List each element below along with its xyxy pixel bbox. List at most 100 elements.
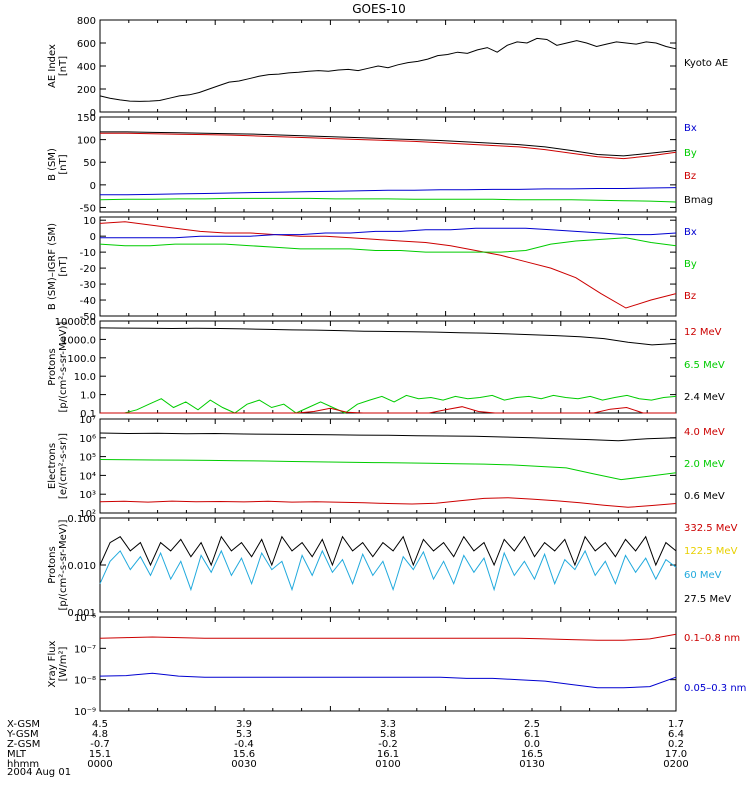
y-tick-label: 10⁻⁷ xyxy=(74,644,96,655)
panel-frame xyxy=(99,517,677,613)
y-tick-label: 0 xyxy=(90,232,96,243)
y-tick-label: 10⁻⁸ xyxy=(74,676,96,687)
series-line xyxy=(100,131,677,157)
series-line xyxy=(100,406,676,414)
panel-4: 0.1 1.0 10.0 100.0 1000.0 10000.0 Protons [p/(c… xyxy=(47,317,725,420)
legend-entry: Bx xyxy=(684,123,697,134)
y-tick-label: 1000.0 xyxy=(61,335,96,346)
series-line xyxy=(99,327,677,346)
panel-6: 0.001 0.010 0.100 Protons [p/(cm²-s-sr-MeV)]… xyxy=(47,514,738,619)
legend-entry: By xyxy=(684,259,697,270)
y-tick-label: 10⁷ xyxy=(79,415,96,426)
y-tick-label: -10 xyxy=(80,248,96,259)
y-tick-label: 10⁴ xyxy=(79,471,96,482)
panel-frame xyxy=(99,418,677,514)
footer-value: 3.9 xyxy=(236,719,252,730)
y-tick-label: 0.100 xyxy=(67,514,96,525)
series-line xyxy=(99,672,677,689)
y-axis-label: [nT] xyxy=(58,154,69,174)
y-tick-label: -50 xyxy=(80,312,96,323)
legend-entry: 2.0 MeV xyxy=(684,459,725,470)
footer-value: 0130 xyxy=(519,759,544,770)
series-line xyxy=(100,187,677,196)
series-line xyxy=(99,549,677,592)
y-tick-label: 0 xyxy=(90,181,96,192)
series-line xyxy=(100,132,677,160)
y-axis-label: [p/(cm²-s-sr-MeV)] xyxy=(58,321,69,412)
panel-7: 10⁻⁹ 10⁻⁸ 10⁻⁷ 10⁻⁶ Xray Flux [W/m²] 0.1–0.8 n… xyxy=(47,613,746,718)
y-tick-label: 0.010 xyxy=(67,561,96,572)
y-tick-label: 600 xyxy=(77,39,96,50)
footer-value: 0200 xyxy=(663,759,688,770)
y-tick-label: 10⁶ xyxy=(79,434,96,445)
legend-entry: 12 MeV xyxy=(684,327,722,338)
y-tick-label: -30 xyxy=(80,280,96,291)
legend-entry: Kyoto AE xyxy=(684,58,728,69)
legend-entry: Bx xyxy=(684,227,697,238)
y-axis-label: [nT] xyxy=(58,256,69,276)
panel-3: -50 -40 -30 -20 -10 0 10 B (SM)–IGRF (SM) [nT] Bx… xyxy=(47,216,697,323)
y-tick-label: 10³ xyxy=(79,490,96,501)
series-line xyxy=(99,197,677,203)
series-line xyxy=(99,535,677,567)
panel-frame xyxy=(99,19,677,113)
y-tick-label: 400 xyxy=(77,62,96,73)
legend-entry: By xyxy=(684,148,697,159)
y-tick-label: 100 xyxy=(77,136,96,147)
footer-value: 15.6 xyxy=(233,749,255,760)
footer-value: -0.4 xyxy=(234,739,254,750)
y-axis-label: [p/(cm²-s-sr-MeV)] xyxy=(58,519,69,610)
panel-1: 0 200 400 600 800 AE Index [nT] Kyoto AE xyxy=(47,16,728,119)
y-axis-label: B (SM)–IGRF (SM) xyxy=(47,223,58,310)
footer-value: 5.3 xyxy=(236,729,252,740)
y-tick-label: 0.1 xyxy=(80,409,96,420)
footer-value: 0030 xyxy=(231,759,256,770)
footer-row-label: Y-GSM xyxy=(6,729,39,740)
y-tick-label: 0.001 xyxy=(67,608,96,619)
footer-value: 2.5 xyxy=(524,719,540,730)
footer-value: 0100 xyxy=(375,759,400,770)
panel-2: -50 0 50 100 150 B (SM) [nT] Bx By Bz Bmag xyxy=(47,113,713,214)
y-tick-label: 10 xyxy=(83,216,96,227)
footer-value: 6.4 xyxy=(668,729,684,740)
chart-title: GOES-10 xyxy=(352,2,406,16)
footer-value: -0.2 xyxy=(378,739,398,750)
footer-row-label: Z-GSM xyxy=(7,739,40,750)
footer-row-label: MLT xyxy=(7,749,27,760)
y-tick-label: 10⁻⁶ xyxy=(74,613,96,624)
series-line xyxy=(99,459,677,481)
series-line xyxy=(99,432,677,442)
y-axis-label: Protons xyxy=(47,546,58,583)
y-tick-label: 10.0 xyxy=(74,372,96,383)
footer-value: 16.5 xyxy=(521,749,543,760)
panel-frame xyxy=(99,116,677,213)
footer-value: 15.1 xyxy=(89,749,111,760)
date-label: 2004 Aug 01 xyxy=(7,767,71,778)
y-axis-label: [nT] xyxy=(58,56,69,76)
y-tick-label: 1.0 xyxy=(80,391,96,402)
y-tick-label: -50 xyxy=(80,203,96,214)
series-line xyxy=(100,227,677,239)
y-tick-label: 200 xyxy=(77,85,96,96)
legend-entry: 2.4 MeV xyxy=(684,392,725,403)
footer-row-label: X-GSM xyxy=(7,719,40,730)
legend-entry: Bz xyxy=(684,291,696,302)
footer-value: 4.5 xyxy=(92,719,108,730)
footer-value: 6.1 xyxy=(524,729,540,740)
legend-entry: 0.05–0.3 nm xyxy=(684,683,746,694)
footer-value: 4.8 xyxy=(92,729,108,740)
y-axis-label: [W/m²] xyxy=(58,646,69,681)
footer-value: 17.0 xyxy=(665,749,687,760)
footer-value: 0.2 xyxy=(668,739,684,750)
legend-entry: 60 MeV xyxy=(684,570,722,581)
y-tick-label: 10000.0 xyxy=(55,317,96,328)
y-tick-label: 10⁵ xyxy=(79,453,96,464)
series-line xyxy=(99,37,677,102)
y-tick-label: 100.0 xyxy=(67,354,96,365)
legend-entry: 332.5 MeV xyxy=(684,523,738,534)
y-tick-label: -20 xyxy=(80,264,96,275)
legend-entry: 122.5 MeV xyxy=(684,546,738,557)
y-axis-label: [e/(cm²-s-sr)] xyxy=(58,433,69,499)
y-tick-label: 10² xyxy=(79,509,96,520)
legend-entry: Bmag xyxy=(684,195,713,206)
